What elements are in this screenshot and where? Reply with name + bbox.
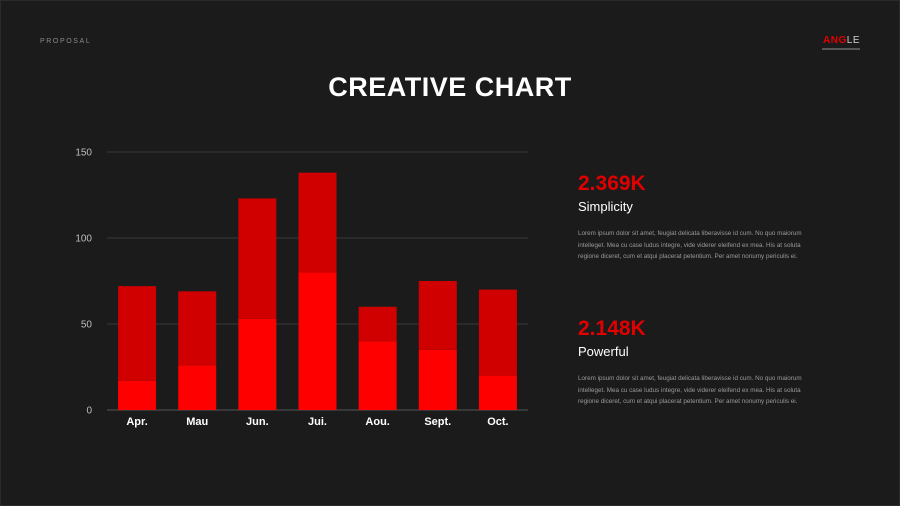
bar-segment <box>118 380 157 410</box>
x-tick-label: Oct. <box>487 416 508 428</box>
y-tick-label: 50 <box>81 320 93 331</box>
bar-segment <box>298 272 337 410</box>
x-tick-label: Jun. <box>246 416 269 428</box>
x-tick-label: Mau <box>186 416 208 428</box>
x-tick-label: Apr. <box>126 416 147 428</box>
x-tick-label: Aou. <box>365 416 389 428</box>
bar-segment <box>418 349 457 410</box>
bar-segment <box>238 318 277 410</box>
stat-label: Simplicity <box>578 199 633 214</box>
bar-segment <box>358 341 397 410</box>
stat-value: 2.369K <box>578 172 646 195</box>
logo-text-a: ANG <box>823 35 847 46</box>
logo-tagline-mark <box>822 48 860 50</box>
bar-segment <box>118 286 157 381</box>
stat-block-2: 2.148K Powerful Lorem ipsum dolor sit am… <box>578 318 828 408</box>
y-tick-label: 150 <box>75 148 92 159</box>
header-label: PROPOSAL <box>40 38 92 45</box>
stat-description: Lorem ipsum dolor sit amet, feugiat deli… <box>578 230 802 260</box>
stat-block-1: 2.369K Simplicity Lorem ipsum dolor sit … <box>578 173 828 263</box>
x-tick-label: Jui. <box>308 416 327 428</box>
x-tick-label: Sept. <box>424 416 451 428</box>
y-tick-label: 100 <box>75 234 92 245</box>
stat-value: 2.148K <box>578 317 646 340</box>
bar-segment <box>418 281 457 350</box>
stat-label: Powerful <box>578 344 629 359</box>
bar-segment <box>358 306 397 342</box>
bar-segment <box>178 291 217 366</box>
y-tick-label: 0 <box>86 406 92 417</box>
bar-segment <box>478 289 517 376</box>
bar-segment <box>298 172 337 273</box>
logo-text-b: LE <box>846 35 860 46</box>
brand-logo: ANGLE <box>822 36 860 50</box>
bar-segment <box>178 365 217 410</box>
bar-segment <box>238 198 277 319</box>
bar-segment <box>478 375 517 410</box>
stat-description: Lorem ipsum dolor sit amet, feugiat deli… <box>578 375 802 405</box>
page-title: CREATIVE CHART <box>328 72 572 102</box>
